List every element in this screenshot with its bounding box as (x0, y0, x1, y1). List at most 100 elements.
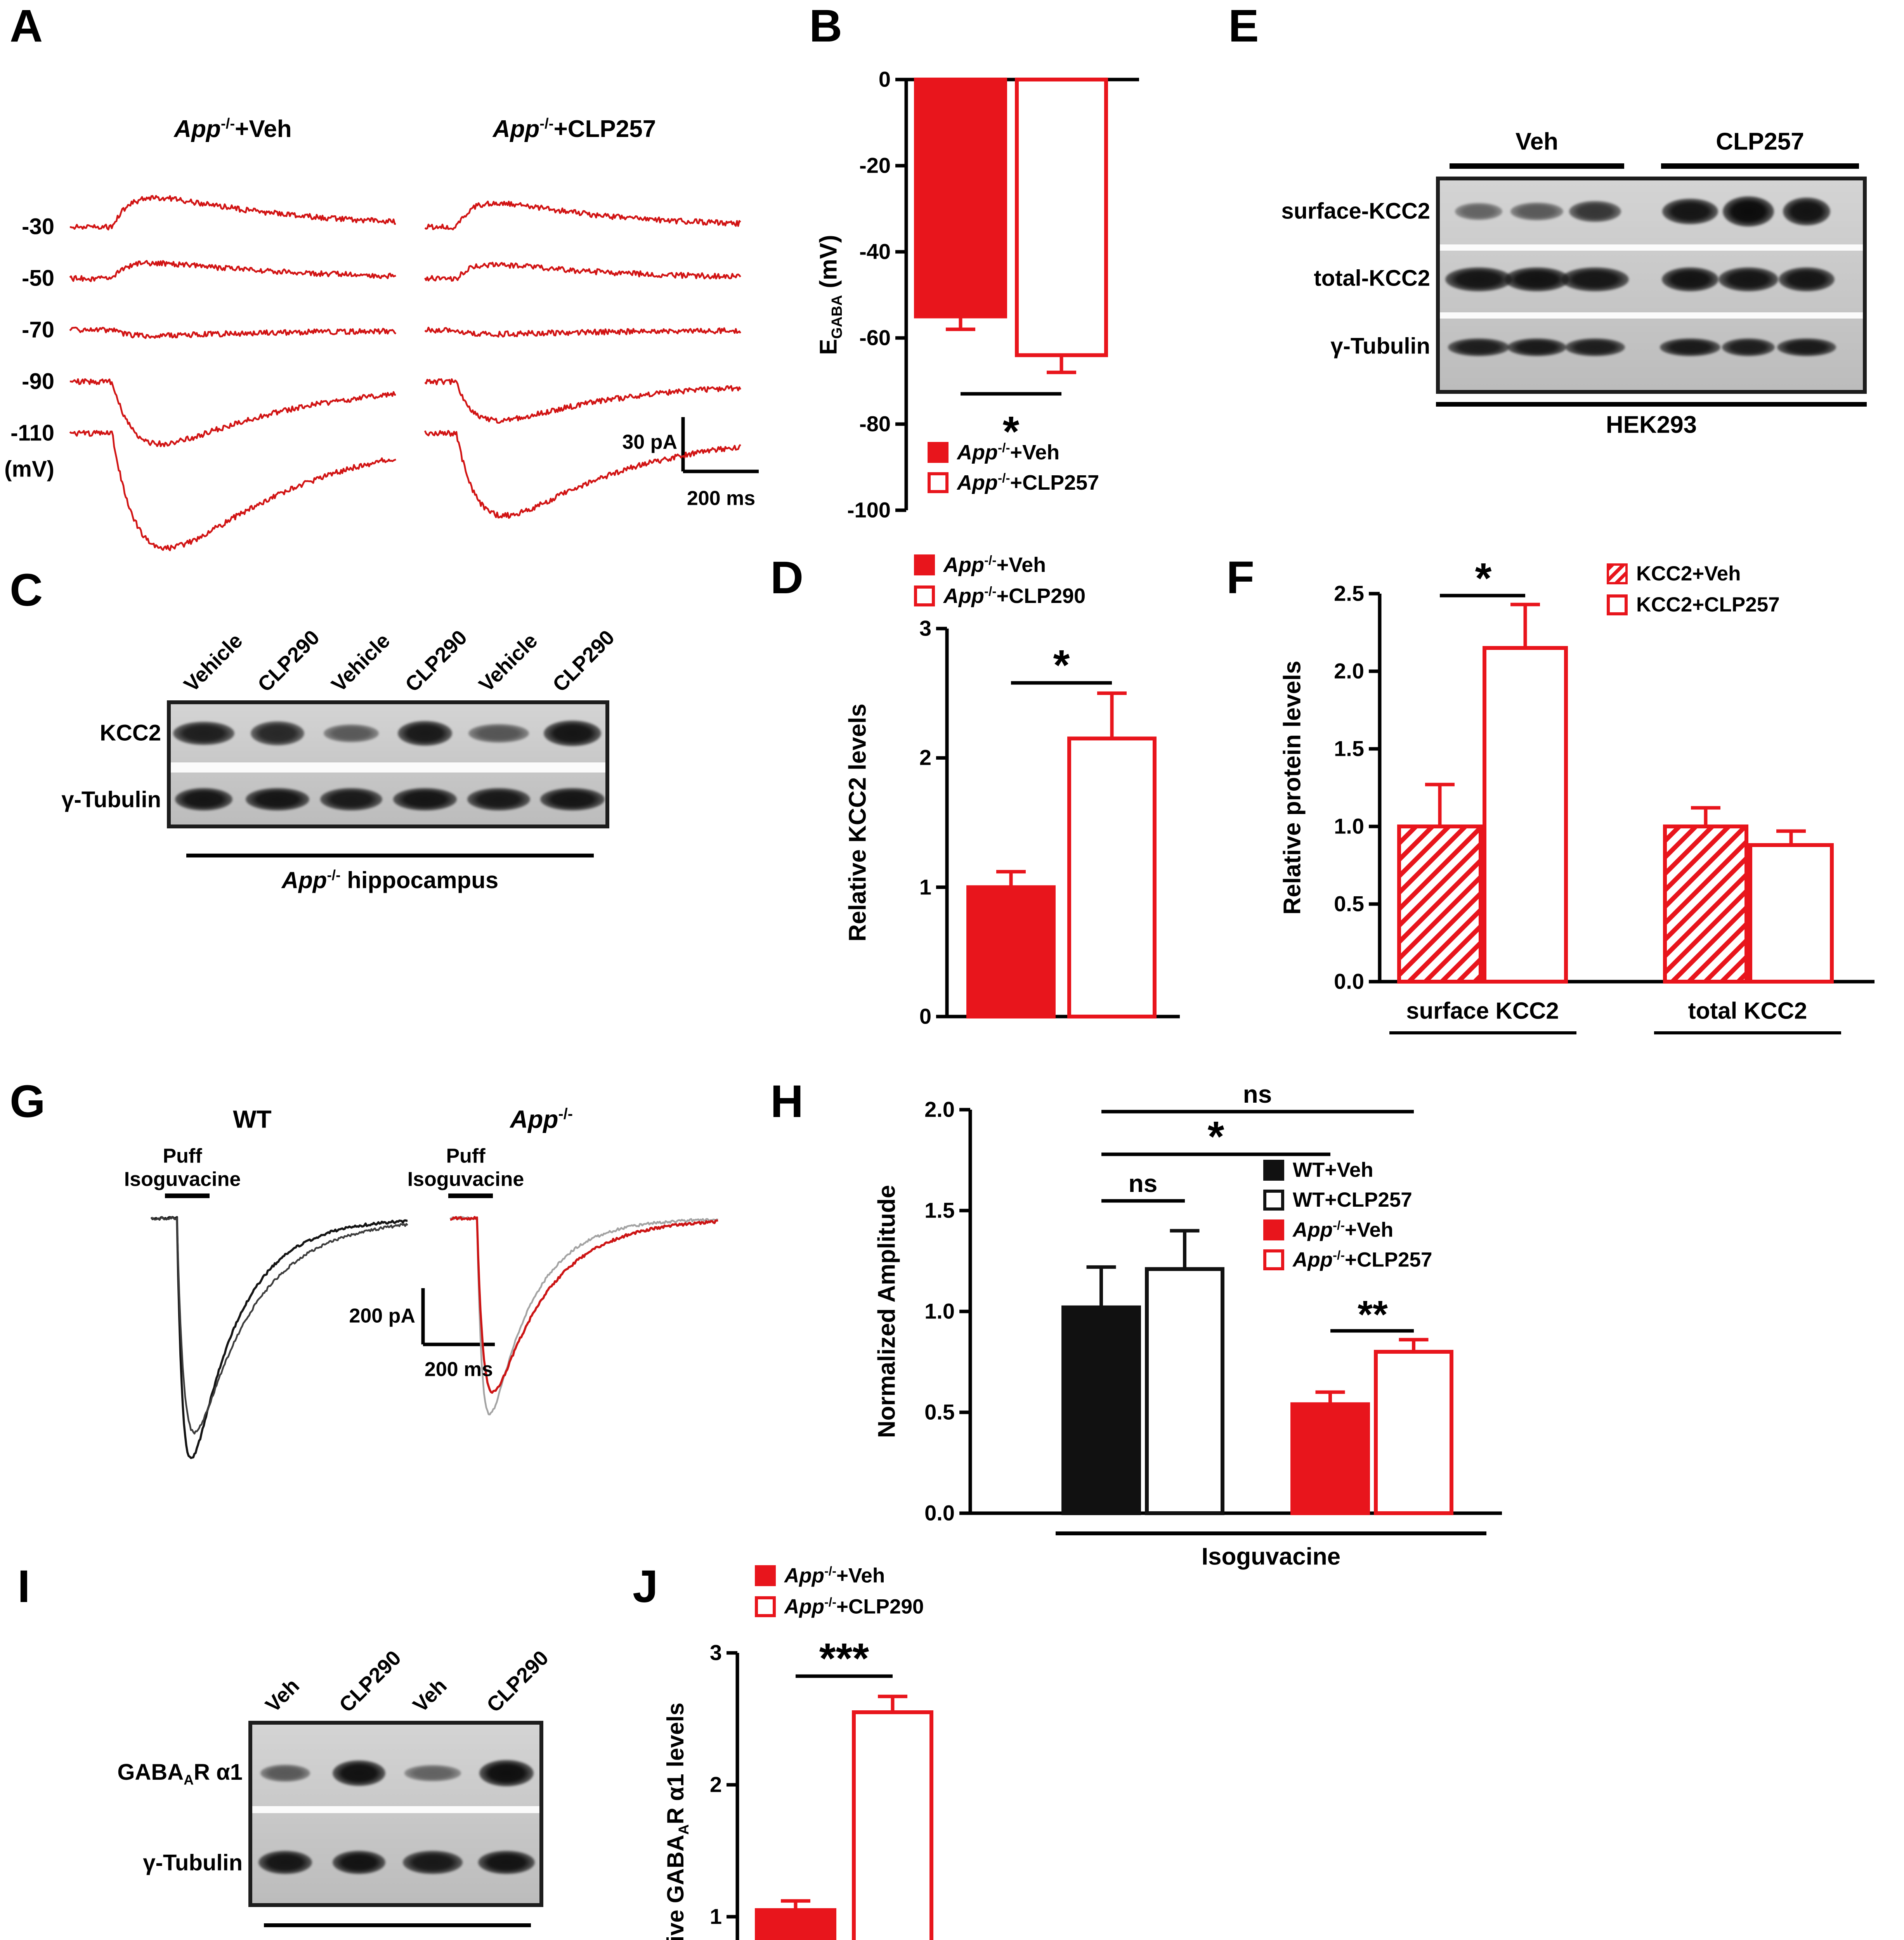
blot-band (543, 721, 602, 746)
voltage-label: -110 (10, 420, 54, 446)
axis-tick-label: -20 (859, 153, 891, 178)
gaba-current-trace-clp257 (424, 326, 741, 338)
isoguvacine-label: Isoguvacine (407, 1168, 524, 1191)
blot-band (1661, 267, 1719, 291)
blot-band (246, 788, 309, 811)
isoguvacine-current-trace (151, 1216, 408, 1435)
gaba-current-trace-clp257 (424, 378, 741, 424)
blot-caption-hek293: HEK293 (1606, 411, 1697, 438)
blot-band (1507, 338, 1567, 356)
bar-B-0 (914, 78, 1007, 319)
blot-band (1722, 338, 1775, 356)
legend-item-wt-clp257: WT+CLP257 (1263, 1188, 1412, 1212)
legend-swatch-open-black-icon (1263, 1189, 1284, 1211)
bar-H-0 (1061, 1305, 1141, 1516)
blot-row-separator (252, 1806, 539, 1813)
blot-band (175, 788, 233, 811)
legend-item-app-clp257: App-/-+CLP257 (928, 471, 1099, 495)
blot-row-label-kcc2: KCC2 (100, 720, 161, 746)
blot-band (1659, 338, 1721, 356)
axis-tick-label: 1.5 (924, 1198, 955, 1223)
gaba-current-trace-veh (69, 195, 396, 230)
legend-label: App-/-+Veh (1293, 1218, 1394, 1242)
axis-tick-label: 2 (709, 1772, 722, 1797)
blot-band (1718, 267, 1778, 291)
significance-text: *** (819, 1635, 869, 1682)
axis-tick-label: 2.0 (924, 1097, 955, 1122)
blot-band (258, 1851, 312, 1874)
axis-tick-label: 1 (919, 875, 931, 899)
panel-a-label: A (10, 0, 43, 52)
legend-item-app-veh: App-/-+Veh (755, 1564, 885, 1588)
axis-tick-label: 1.0 (1334, 814, 1364, 838)
isoguvacine-current-trace (450, 1216, 718, 1394)
axis-tick-label: 0 (919, 1004, 931, 1029)
y-axis-label-relative-kcc2: Relative KCC2 levels (844, 703, 871, 942)
legend-label: App-/-+CLP257 (957, 471, 1099, 494)
legend-item-app-veh: App-/-+Veh (928, 440, 1060, 464)
bar-F-1 (1483, 646, 1568, 984)
blot-band (393, 788, 457, 811)
bar-D-0 (966, 885, 1056, 1019)
legend-swatch-solid-red-icon (755, 1565, 776, 1586)
panel-e-label: E (1228, 0, 1259, 52)
blot-row-separator (1440, 244, 1863, 251)
legend-item-app-clp290: App-/-+CLP290 (755, 1595, 924, 1619)
legend-label: KCC2+Veh (1636, 562, 1741, 585)
blot-band (1455, 203, 1503, 220)
blot-band (1569, 201, 1621, 222)
blot-band (1722, 196, 1774, 227)
panel-f-label: F (1226, 552, 1255, 603)
legend-item-wt-veh: WT+Veh (1263, 1158, 1373, 1182)
significance-text: * (1003, 408, 1020, 456)
blot-band (332, 1851, 386, 1874)
blot-band (402, 1851, 463, 1874)
bar-F-3 (1748, 843, 1834, 984)
legend-item-app-clp290: App-/-+CLP290 (914, 584, 1086, 608)
axis-tick-label: -40 (859, 239, 891, 264)
blot-band (478, 1851, 535, 1874)
blot-band (1510, 203, 1564, 220)
blot-band (251, 721, 304, 745)
blot-band (1783, 197, 1830, 225)
scale-bar-ms-label: 200 ms (424, 1358, 493, 1381)
legend-item-app-veh: App-/-+Veh (1263, 1218, 1393, 1242)
voltage-label: -70 (22, 317, 54, 343)
y-axis-label-relative-protein: Relative protein levels (1279, 660, 1306, 915)
y-axis-label-relative-gabaar: Relative GABAAR α1 levels (662, 1702, 692, 1940)
legend-swatch-hatch-red-icon (1607, 563, 1628, 584)
voltage-label: -50 (22, 265, 54, 291)
significance-text: ns (1129, 1169, 1158, 1197)
blot-band (1662, 199, 1718, 224)
legend-label: WT+CLP257 (1293, 1188, 1412, 1211)
axis-tick-label: 2 (919, 745, 931, 770)
axis-tick-label: 3 (709, 1640, 722, 1665)
blot-band (404, 1765, 461, 1781)
axis-tick-label: 1.0 (924, 1299, 955, 1323)
bar-J-1 (852, 1710, 933, 1940)
blot-band (1561, 267, 1629, 291)
blot-band (1565, 338, 1625, 356)
panel-b-label: B (809, 0, 843, 52)
puff-label: Puff (163, 1145, 202, 1167)
gaba-current-trace-veh (69, 430, 397, 551)
bar-H-3 (1374, 1350, 1453, 1515)
blot-row-label-tubulin: γ-Tubulin (143, 1850, 243, 1876)
scale-bar-ms-label: 200 ms (687, 487, 756, 510)
bar-F-0 (1397, 824, 1483, 984)
legend-swatch-open-red-icon (1607, 594, 1628, 615)
axis-tick-label: 3 (919, 616, 931, 641)
bar-H-1 (1145, 1267, 1224, 1516)
x-category-surface-kcc2: surface KCC2 (1406, 998, 1559, 1024)
blot-row-label-surface-kcc2: surface-KCC2 (1281, 198, 1430, 224)
legend-swatch-solid-red-icon (928, 442, 949, 463)
blot-caption: App-/- hippocampus (281, 867, 499, 893)
blot-band (333, 1760, 385, 1786)
legend-item-kcc2-clp257: KCC2+CLP257 (1607, 593, 1780, 617)
significance-text: * (1053, 641, 1070, 689)
scale-bar-pa-label: 30 pA (622, 431, 677, 454)
blot-row-separator (171, 762, 605, 773)
legend-swatch-solid-black-icon (1263, 1159, 1284, 1181)
bar-J-0 (755, 1908, 836, 1940)
trace-group-title-veh: App-/-+Veh (174, 115, 292, 142)
